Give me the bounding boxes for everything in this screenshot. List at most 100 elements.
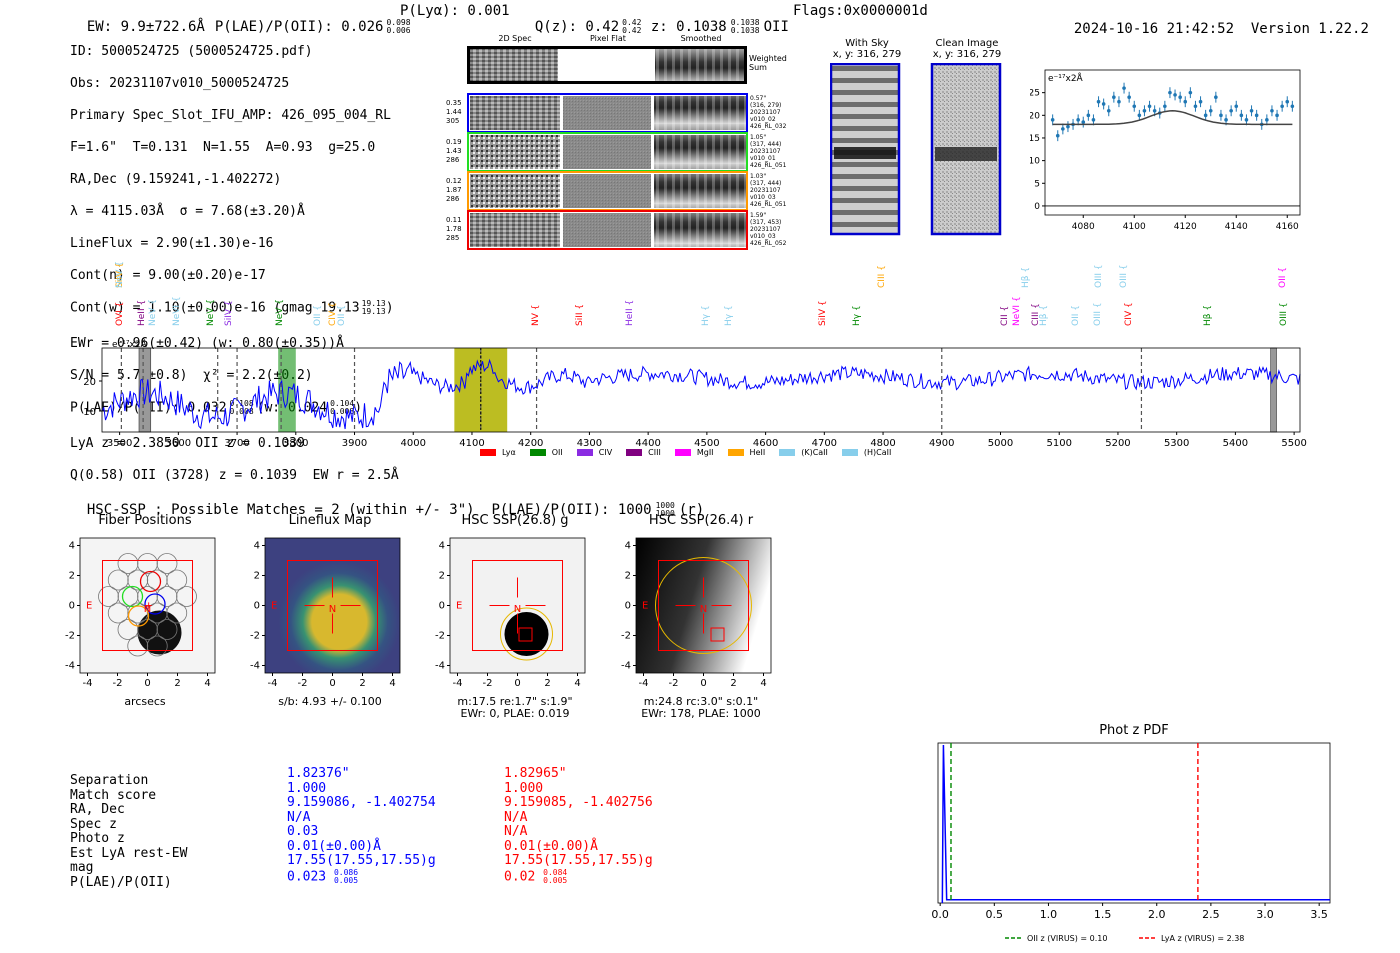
match-value: N/A: [287, 809, 311, 825]
photz-frame: [937, 742, 1331, 904]
cutout-flat: [563, 213, 651, 247]
cutout-row-right-label: 1.05" (317, 444) 20231107 v010_01 426_RL_051: [750, 134, 787, 169]
line-label: Hγ {: [724, 305, 735, 326]
line-label: SiII {: [574, 303, 585, 326]
info-lya: LyA z = 2.3850 OII z = 0.1039: [70, 436, 305, 451]
fit-xtick-label: 4160: [1276, 222, 1299, 232]
line-label: NeVI {: [172, 296, 183, 326]
clean-image-title: Clean Image x, y: 316, 279: [932, 38, 1002, 60]
field-box: [102, 560, 193, 651]
fiber-circle: [137, 553, 158, 574]
legend-entry: (H)CaII: [841, 448, 891, 457]
ytick-label: -4: [250, 661, 260, 672]
field-box: [658, 560, 749, 651]
fit-point: [1254, 113, 1259, 118]
highlight-fiber: [121, 585, 144, 608]
line-label: SiIV {: [818, 300, 829, 326]
spectrum-xtick-label: 3500: [107, 438, 132, 449]
fit-point: [1280, 104, 1284, 109]
ytick-label: -4: [621, 661, 631, 672]
panel-caption: m:24.8 rc:3.0" s:0.1" EWr: 178, PLAE: 100…: [641, 695, 761, 720]
fit-ytick-label: 15: [1030, 134, 1040, 144]
fit-xtick-label: 4120: [1174, 222, 1197, 232]
ytick-label: 0: [439, 601, 445, 612]
fiber-circle: [166, 602, 188, 624]
match-label: P(LAE)/P(OII): [70, 874, 172, 890]
cutout-smoothed: [654, 174, 746, 208]
masked-region: [1270, 347, 1277, 433]
line-label: OIII {: [1094, 264, 1105, 288]
source-blob: [137, 610, 182, 655]
col-pixel-flat: Pixel Flat: [590, 34, 626, 43]
header-plae: P(LAE)/P(OII): 0.026 0.098 0.006: [214, 18, 411, 36]
photz-pdf-curve: [941, 744, 1330, 904]
legend-entry: CIV: [576, 448, 612, 457]
fit-point: [1234, 104, 1239, 109]
info-radec: RA,Dec (9.159241,-1.402272): [70, 172, 282, 187]
spectrum-xtick-label: 4200: [518, 438, 543, 449]
detection-info: ID: 5000524725 (5000524725.pdf) Obs: 202…: [70, 28, 399, 500]
ytick-label: 4: [254, 541, 260, 552]
fit-point: [1076, 118, 1080, 122]
ytick-label: 2: [254, 571, 260, 582]
spectrum-legend: Lyα OII CIV CIII MgII HeII (K)CaII (H)CaII: [480, 448, 905, 460]
panel-image: N E -4 -4 -2 -2 0 0 2 2 4 4: [435, 537, 586, 689]
match-label: Est LyA rest-EW: [70, 845, 188, 861]
line-label: Hβ {: [1020, 266, 1031, 288]
hsc-r-aperture: [655, 557, 752, 654]
cutout-row-right-label: 0.57" (316, 279) 20231107 v010_02 426_RL_032: [750, 95, 787, 130]
fiber-circle: [107, 602, 129, 624]
line-label: Hβ {: [1038, 304, 1049, 326]
line-label: OII {: [1278, 267, 1289, 288]
info-spec: Primary Spec_Slot_IFU_AMP: 426_095_004_R…: [70, 108, 391, 123]
match-label: RA, Dec: [70, 802, 125, 817]
header-ew: EW: 9.9±722.6Å: [86, 19, 205, 35]
center-marker: +: [145, 601, 153, 612]
line-label: OIII {: [1278, 302, 1289, 326]
fit-point: [1106, 108, 1111, 113]
line-label: OII {: [336, 305, 347, 326]
match-label: mag: [70, 860, 94, 875]
info-lambda: λ = 4115.03Å σ = 7.68(±3.20)Å: [70, 204, 305, 219]
east-label: E: [456, 601, 462, 612]
cutout-row-left-label: 0.35 1.44 305: [446, 99, 462, 125]
fit-point: [1244, 118, 1249, 122]
line-label: NeVI {: [1012, 296, 1023, 326]
highlight-fiber: [144, 593, 166, 615]
weighted-smoothed: [655, 49, 744, 81]
fit-point: [1147, 104, 1152, 109]
info-obs: Obs: 20231107v010_5000524725: [70, 76, 290, 91]
fit-point: [1096, 99, 1101, 104]
full-spectrum-plot: e⁻¹⁷x2Å 10 20 3500 3600 3700 3800 3900 4000 4100 4…: [83, 338, 1307, 449]
col-smoothed: Smoothed: [680, 34, 722, 43]
match-value: 0.023 0.086 0.005: [287, 867, 359, 885]
line-label: NeV {: [206, 298, 217, 326]
header-flags: Flags:0x0000001d: [793, 3, 928, 19]
with-sky-title: With Sky x, y: 316, 279: [832, 38, 902, 60]
line-label: CIV {: [1123, 302, 1134, 326]
east-label: E: [271, 601, 277, 612]
fit-point: [1270, 108, 1274, 113]
east-label: E: [86, 601, 92, 612]
fiber-circle: [117, 619, 139, 640]
fit-point: [1178, 95, 1182, 99]
fit-point: [1142, 108, 1147, 113]
xtick-label: 4: [204, 678, 210, 689]
fit-point: [1086, 113, 1091, 118]
line-label: SiIV {: [224, 300, 235, 326]
photz-xtick-label: 0.5: [986, 908, 1004, 921]
photz-xtick-label: 3.5: [1310, 908, 1328, 921]
ytick-label: 4: [625, 541, 631, 552]
line-label: OIII {: [1092, 302, 1103, 326]
east-label: E: [642, 601, 648, 612]
fiber-circle: [107, 569, 129, 591]
fit-point: [1193, 104, 1198, 109]
panel-caption: s/b: 4.93 +/- 0.100: [278, 695, 382, 708]
match-red-column: 1.82965" 1.000 9.159085, -1.402756 N/A N/A 0.…: [504, 766, 653, 885]
line-label: OVI {: [115, 301, 126, 326]
spectrum-xtick-label: 4500: [694, 438, 719, 449]
weighted-flat: [558, 49, 655, 81]
fit-point: [1101, 102, 1106, 106]
spectrum-xtick-label: 4000: [401, 438, 426, 449]
info-fit: F=1.6" T=0.131 N=1.55 A=0.93 g=25.0: [70, 140, 376, 155]
